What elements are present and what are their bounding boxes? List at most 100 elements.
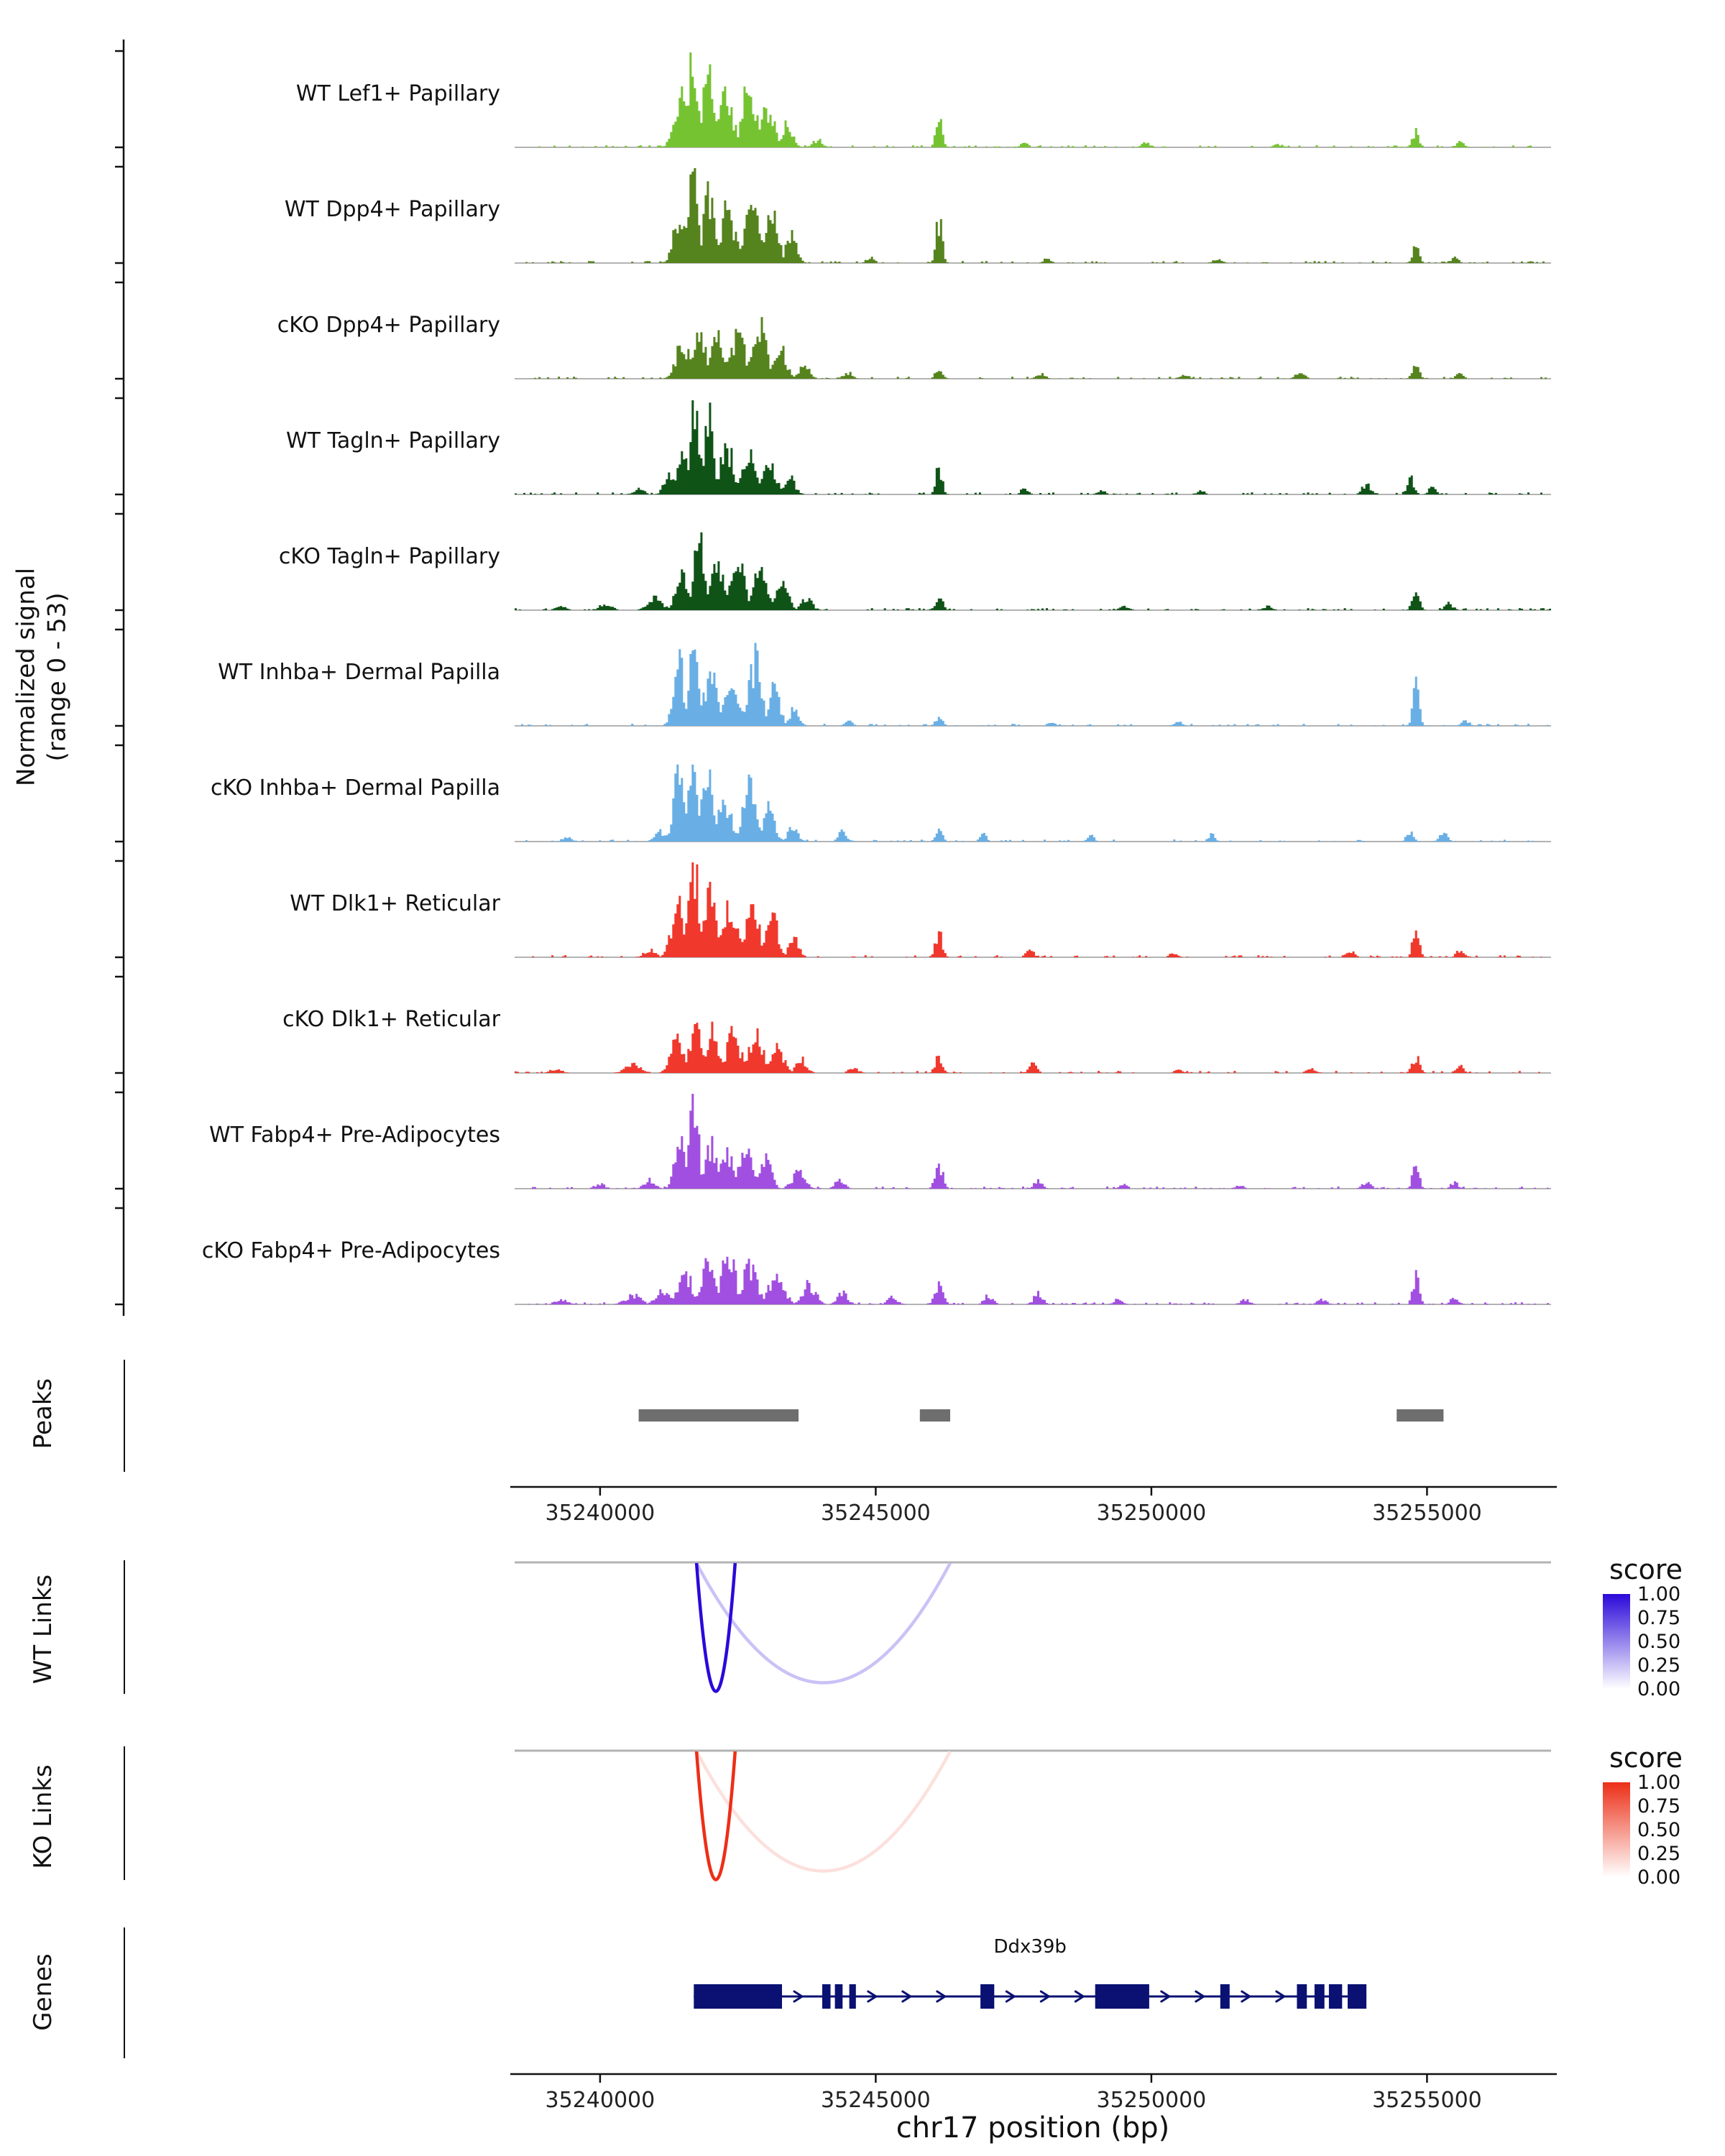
coverage-track-row: WT Inhba+ Dermal Papilla <box>0 618 1725 734</box>
genes-section-label: Genes <box>28 1953 58 2031</box>
gene-strand-arrow <box>1241 1990 1252 2003</box>
ko-links-panel <box>515 1749 1551 1881</box>
x-axis-tick-label: 35240000 <box>546 1501 656 1526</box>
peak-bar <box>919 1409 950 1422</box>
gene-exon <box>822 1984 831 2009</box>
gene-exon <box>980 1984 995 2009</box>
coverage-track-row: WT Dlk1+ Reticular <box>0 849 1725 965</box>
coverage-track-plot <box>515 168 1551 264</box>
x-axis-title: chr17 position (bp) <box>896 2111 1170 2145</box>
wt-links-panel <box>515 1561 1551 1693</box>
x-axis-tick-label: 35255000 <box>1372 2088 1482 2113</box>
gene-exon <box>849 1984 856 2009</box>
gene-strand-arrow <box>901 1990 913 2003</box>
gene-strand-arrow <box>1195 1990 1206 2003</box>
link-arc <box>695 1750 952 1873</box>
gene-exon <box>1314 1984 1325 2009</box>
coverage-track-row: cKO Inhba+ Dermal Papilla <box>0 734 1725 849</box>
legend-tick-label: 0.00 <box>1637 1866 1681 1889</box>
coverage-signal <box>515 1256 1551 1304</box>
coverage-signal <box>515 532 1551 610</box>
coverage-track-row: cKO Dlk1+ Reticular <box>0 965 1725 1081</box>
legend-tick-label: 0.25 <box>1637 1843 1681 1865</box>
peak-bar <box>638 1409 799 1422</box>
coverage-track-plot <box>515 532 1551 611</box>
legend-tick-label: 0.50 <box>1637 1819 1681 1841</box>
legend-tick-label: 1.00 <box>1637 1583 1681 1606</box>
x-axis-tick-label: 35255000 <box>1372 1501 1482 1526</box>
track-label: WT Dlk1+ Reticular <box>290 891 500 916</box>
wt-links-section-label: WT Links <box>28 1574 58 1685</box>
x-axis-tick-label: 35240000 <box>546 2088 656 2113</box>
coverage-track-plot <box>515 52 1551 148</box>
legend-tick-label: 0.25 <box>1637 1654 1681 1677</box>
gene-name-label: Ddx39b <box>993 1936 1067 1958</box>
genes-panel: Ddx39b <box>694 1936 1367 2009</box>
x-axis-tick-label: 35250000 <box>1097 2088 1207 2113</box>
track-label: WT Inhba+ Dermal Papilla <box>218 660 500 685</box>
gene-strand-arrow <box>1275 1990 1287 2003</box>
ko-score-legend-title: score <box>1609 1742 1683 1774</box>
track-label: cKO Dlk1+ Reticular <box>282 1007 500 1032</box>
track-label: cKO Fabp4+ Pre-Adipocytes <box>201 1238 500 1263</box>
link-arc <box>694 1562 737 1693</box>
coverage-track-plot <box>515 400 1551 495</box>
coverage-track-plot <box>515 317 1551 379</box>
coverage-track-row: cKO Fabp4+ Pre-Adipocytes <box>0 1197 1725 1312</box>
wt-score-legend-title: score <box>1609 1554 1683 1585</box>
track-label: cKO Dpp4+ Papillary <box>277 313 500 338</box>
track-label: WT Lef1+ Papillary <box>295 81 500 106</box>
coverage-track-plot <box>515 1094 1551 1189</box>
wt-links-bracket <box>124 1560 125 1694</box>
peaks-section-label: Peaks <box>28 1378 58 1450</box>
x-axis-top: 35240000 35245000 35250000 35255000 <box>510 1485 1557 1526</box>
legend-tick-label: 0.75 <box>1637 1795 1681 1818</box>
track-label: cKO Inhba+ Dermal Papilla <box>210 775 500 801</box>
coverage-signal <box>515 52 1551 147</box>
legend-tick-label: 0.50 <box>1637 1631 1681 1653</box>
x-axis-tick-label: 35250000 <box>1097 1501 1207 1526</box>
legend-tick-label: 1.00 <box>1637 1772 1681 1794</box>
coverage-track-row: cKO Tagln+ Papillary <box>0 502 1725 618</box>
gene-exon <box>1297 1984 1307 2009</box>
gene-exon <box>834 1984 843 2009</box>
gene-strand-arrow <box>1160 1990 1172 2003</box>
coverage-track-row: WT Dpp4+ Papillary <box>0 155 1725 271</box>
link-arc <box>695 1562 952 1685</box>
coverage-signal <box>515 400 1551 494</box>
gene-strand-arrow <box>936 1990 947 2003</box>
gene-strand-arrow <box>793 1990 804 2003</box>
gene-exon <box>1348 1984 1367 2009</box>
legend-tick-label: 0.75 <box>1637 1607 1681 1629</box>
gene-strand-arrow <box>1005 1990 1017 2003</box>
track-label: cKO Tagln+ Papillary <box>278 544 500 569</box>
peak-bar <box>1397 1409 1444 1422</box>
gene-exon <box>694 1984 782 2009</box>
track-label: WT Dpp4+ Papillary <box>284 197 500 222</box>
link-arc <box>694 1751 737 1881</box>
x-axis-tick-label: 35245000 <box>821 2088 931 2113</box>
coverage-track-row: WT Fabp4+ Pre-Adipocytes <box>0 1081 1725 1197</box>
coverage-track-row: WT Lef1+ Papillary <box>0 40 1725 155</box>
coverage-track-row: WT Tagln+ Papillary <box>0 387 1725 502</box>
coverage-track-plot <box>515 862 1551 958</box>
track-label: WT Fabp4+ Pre-Adipocytes <box>209 1123 500 1148</box>
peaks-track <box>638 1409 1444 1422</box>
gene-exon <box>1095 1984 1149 2009</box>
coverage-track-plot <box>515 1021 1551 1074</box>
x-axis-bottom: 35240000 35245000 35250000 35255000 <box>510 2073 1557 2113</box>
coverage-signal <box>515 862 1551 957</box>
legend-tick-label: 0.00 <box>1637 1678 1681 1700</box>
ko-links-bracket <box>124 1746 125 1880</box>
coverage-track-plot <box>515 764 1551 842</box>
coverage-signal <box>515 764 1551 842</box>
coverage-track-plot <box>515 1256 1551 1305</box>
coverage-signal <box>515 642 1551 726</box>
ko-links-section-label: KO Links <box>28 1764 58 1869</box>
coverage-axis-bracket <box>115 40 125 1316</box>
ko-score-legend-gradient <box>1603 1782 1630 1877</box>
gene-exon <box>1328 1984 1343 2009</box>
coverage-signal <box>515 317 1551 379</box>
x-axis-tick-label: 35245000 <box>821 1501 931 1526</box>
